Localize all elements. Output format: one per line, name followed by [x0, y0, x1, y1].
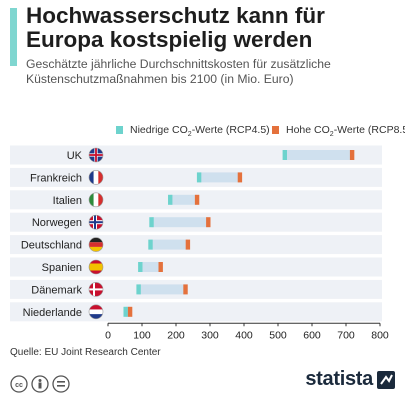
range-bar: [125, 306, 131, 317]
category-label: Deutschland: [21, 240, 82, 252]
x-tick-label: 300: [201, 329, 219, 341]
x-tick-label: 600: [303, 329, 321, 341]
category-label: Norwegen: [32, 217, 82, 229]
low-marker: [138, 262, 143, 272]
nd-icon: [52, 375, 70, 393]
range-bar: [170, 194, 198, 205]
category-label: Italien: [53, 195, 82, 207]
chart-subtitle: Geschätzte jährliche Durchschnittskosten…: [26, 57, 331, 86]
x-tick-label: 100: [133, 329, 151, 341]
row-band: [10, 167, 382, 187]
range-bar: [199, 172, 240, 183]
flag-spanien-icon: [88, 259, 104, 275]
high-marker: [349, 150, 355, 160]
range-bar: [150, 239, 188, 250]
by-icon: [31, 375, 49, 393]
high-marker: [206, 217, 211, 228]
low-marker: [282, 150, 287, 160]
category-label: Dänemark: [31, 284, 82, 296]
legend-item-high: Hohe CO2-Werte (RCP8.5): [272, 124, 405, 138]
x-tick-label: 200: [167, 329, 185, 341]
high-marker: [127, 306, 133, 317]
row-band: [10, 279, 382, 299]
license-icons: cc: [10, 375, 70, 393]
flag-norwegen-icon: [88, 214, 104, 230]
range-bar: [140, 262, 161, 272]
low-marker: [123, 306, 128, 317]
title-accent-bar: [10, 8, 17, 66]
flag-deutschland-icon: [88, 237, 104, 252]
category-label: UK: [67, 150, 83, 162]
high-marker: [185, 239, 191, 250]
category-label: Spanien: [42, 262, 82, 274]
legend-high-sub: 2: [329, 131, 334, 139]
x-tick-label: 700: [337, 329, 355, 341]
row-band: [10, 257, 382, 277]
high-marker: [183, 284, 188, 295]
flag-niederlande-icon: [88, 304, 104, 320]
low-marker: [148, 239, 153, 250]
category-label: Frankreich: [30, 172, 82, 184]
legend-low-sub: 2: [187, 131, 192, 139]
low-marker: [149, 217, 154, 228]
range-bar: [138, 284, 186, 295]
range-bar: [284, 150, 353, 160]
row-band: [10, 302, 382, 322]
range-bar: [151, 217, 209, 228]
svg-text:cc: cc: [15, 382, 23, 389]
statista-logo-text: statista: [305, 368, 373, 390]
high-marker: [194, 194, 200, 205]
flag-frankreich-icon: [88, 170, 104, 185]
category-label: Niederlande: [23, 307, 82, 319]
flag-italien-icon: [88, 192, 104, 208]
row-band: [10, 235, 382, 255]
x-tick-label: 800: [371, 329, 389, 341]
low-marker: [168, 194, 173, 205]
low-marker: [196, 172, 202, 183]
legend-low-prefix: Niedrige CO: [130, 124, 188, 136]
low-marker: [136, 284, 141, 295]
legend-swatch-high: [272, 126, 279, 134]
dot-range-chart: UK Frankreich Italien Norwegen Deutschland Sp…: [10, 145, 389, 341]
high-marker: [237, 172, 243, 183]
legend-high-suffix: -Werte (RCP8.5): [333, 124, 405, 136]
legend-high-prefix: Hohe CO: [286, 124, 330, 136]
x-tick-label: 400: [235, 329, 253, 341]
chart-title: Hochwasserschutz kann für Europa kostspi…: [26, 3, 325, 52]
cc-icon: cc: [10, 375, 28, 393]
legend-low-suffix: -Werte (RCP4.5): [191, 124, 270, 136]
legend-swatch-low: [116, 126, 123, 134]
high-marker: [158, 262, 163, 272]
statista-logo-icon: [377, 371, 395, 389]
legend-item-low: Niedrige CO2-Werte (RCP4.5): [116, 124, 270, 138]
flag-dänemark-icon: [88, 282, 104, 297]
x-tick-label: 500: [269, 329, 287, 341]
x-tick-label: 0: [105, 329, 111, 341]
flag-uk-icon: [88, 147, 104, 163]
source-note: Quelle: EU Joint Research Center: [10, 347, 161, 358]
